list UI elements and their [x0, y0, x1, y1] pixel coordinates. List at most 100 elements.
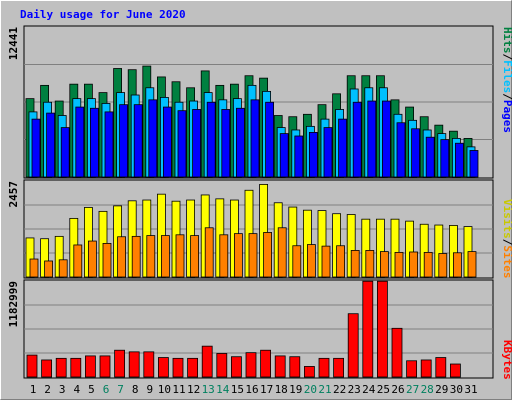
bar-kbytes-2: [41, 359, 52, 378]
bar-kbytes-22: [333, 357, 345, 378]
bar-kbytes-16: [245, 352, 257, 378]
bar-sites-25: [379, 251, 389, 278]
x-tick-label: 26: [391, 383, 404, 396]
legend-sites: Sites: [501, 245, 512, 278]
bar-sites-9: [146, 235, 156, 278]
x-tick-label: 18: [275, 383, 288, 396]
bar-sites-19: [292, 245, 302, 278]
x-tick-label: 28: [421, 383, 434, 396]
bar-kbytes-11: [172, 357, 184, 378]
bar-sites-31: [467, 251, 477, 278]
legend-bot: KBytes: [501, 340, 512, 380]
bar-kbytes-27: [406, 360, 418, 378]
legend-sep-1: /: [501, 54, 512, 61]
bar-pages-1: [31, 118, 41, 178]
bar-kbytes-23: [347, 313, 359, 378]
bar-pages-20: [308, 131, 318, 178]
x-tick-label: 30: [450, 383, 463, 396]
bar-pages-19: [294, 135, 304, 178]
bar-kbytes-9: [143, 351, 155, 378]
bar-sites-20: [306, 244, 316, 278]
bar-pages-21: [323, 127, 333, 178]
bar-kbytes-7: [114, 349, 125, 378]
legend-kbytes: KBytes: [501, 340, 512, 380]
bar-sites-21: [321, 245, 331, 278]
bar-kbytes-14: [216, 353, 228, 378]
bar-sites-28: [423, 251, 433, 278]
bar-pages-17: [265, 101, 275, 178]
x-tick-label: 10: [158, 383, 171, 396]
bar-pages-31: [469, 150, 479, 178]
x-tick-label: 4: [73, 383, 80, 396]
x-axis-labels: 1 2 3 4 5 6 7 8 9 10 11 12 13 14 15 16 17 18 19 20 21 22 23 24 2…: [30, 383, 478, 396]
bar-sites-29: [438, 253, 448, 278]
x-tick-label: 1: [30, 383, 37, 396]
bar-pages-27: [411, 128, 421, 178]
bar-kbytes-8: [128, 351, 140, 378]
bar-pages-29: [440, 139, 450, 178]
legend-visits: Visits: [501, 199, 512, 239]
bot-ymax-label: 1182999: [7, 281, 20, 327]
x-tick-label: 3: [59, 383, 66, 396]
bar-pages-7: [119, 104, 128, 178]
bar-sites-23: [350, 250, 360, 278]
bar-sites-1: [29, 258, 39, 278]
bar-sites-14: [219, 234, 229, 278]
bar-kbytes-3: [55, 357, 67, 378]
bar-kbytes-25: [376, 280, 388, 378]
bar-sites-16: [248, 233, 258, 278]
x-tick-label: 12: [187, 383, 200, 396]
bar-sites-27: [409, 251, 419, 278]
x-tick-label: 2: [44, 383, 51, 396]
bar-pages-14: [221, 109, 231, 178]
bar-pages-3: [60, 127, 70, 178]
x-tick-label: 31: [464, 383, 477, 396]
chart-title: Daily usage for June 2020: [20, 8, 186, 21]
x-tick-label: 22: [333, 383, 346, 396]
x-tick-label: 19: [289, 383, 302, 396]
bar-sites-15: [233, 233, 243, 278]
x-tick-label: 17: [260, 383, 273, 396]
x-tick-label: 29: [435, 383, 448, 396]
x-tick-label: 27: [406, 383, 419, 396]
bar-pages-24: [367, 100, 377, 178]
bar-pages-15: [235, 107, 245, 178]
bar-sites-11: [175, 234, 185, 278]
bar-pages-18: [279, 133, 289, 178]
bar-sites-4: [73, 244, 83, 278]
x-tick-label: 25: [377, 383, 390, 396]
bar-sites-18: [277, 227, 287, 278]
bar-kbytes-17: [260, 349, 272, 378]
bars: [25, 65, 479, 378]
bar-pages-11: [177, 110, 187, 178]
bar-kbytes-29: [435, 357, 447, 378]
bar-pages-16: [250, 99, 260, 178]
x-tick-label: 14: [216, 383, 230, 396]
bar-kbytes-19: [289, 356, 301, 378]
bar-sites-3: [58, 259, 68, 278]
bar-sites-26: [394, 251, 404, 278]
bar-kbytes-15: [230, 356, 242, 378]
legend-hits: Hits: [501, 27, 512, 54]
bar-pages-8: [133, 104, 143, 178]
legend-top: Hits/Files/Pages: [501, 27, 512, 133]
x-tick-label: 5: [88, 383, 95, 396]
bar-pages-25: [381, 100, 391, 178]
x-tick-label: 13: [202, 383, 215, 396]
bar-kbytes-4: [70, 357, 82, 378]
x-tick-label: 15: [231, 383, 244, 396]
x-tick-label: 6: [103, 383, 110, 396]
bar-sites-24: [365, 250, 375, 278]
x-tick-label: 24: [362, 383, 376, 396]
bar-kbytes-30: [449, 363, 461, 378]
bar-pages-22: [338, 118, 348, 178]
bar-kbytes-13: [201, 345, 213, 378]
bar-kbytes-28: [420, 359, 432, 378]
bar-pages-13: [206, 101, 216, 178]
x-tick-label: 8: [132, 383, 139, 396]
bar-kbytes-1: [26, 354, 38, 378]
bar-pages-6: [104, 111, 114, 178]
